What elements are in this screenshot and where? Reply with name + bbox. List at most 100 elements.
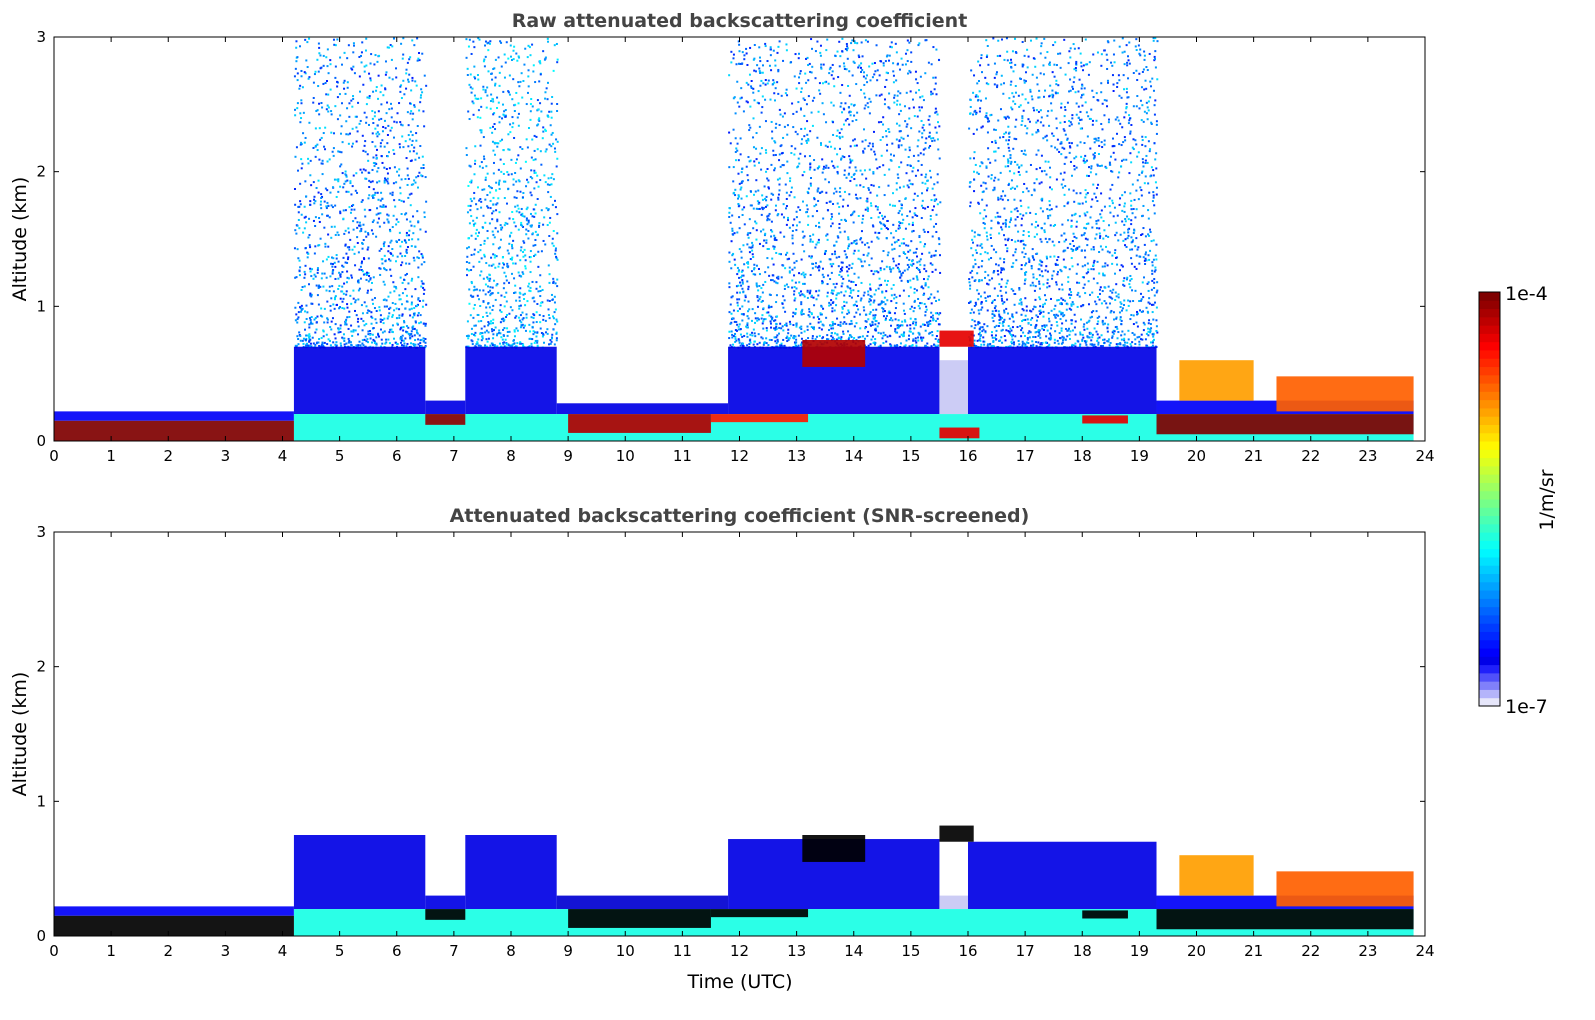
heatmap-cell [1143, 243, 1146, 246]
heatmap-cell [818, 89, 821, 92]
heatmap-cell [811, 267, 814, 270]
heatmap-cell [1073, 47, 1076, 50]
heatmap-cell [523, 297, 526, 300]
heatmap-cell [531, 177, 534, 180]
heatmap-cell [888, 107, 891, 110]
heatmap-cell [424, 176, 427, 179]
heatmap-cell [867, 252, 870, 255]
heatmap-cell [1100, 216, 1103, 219]
heatmap-cell [796, 133, 799, 136]
heatmap-cell [987, 274, 990, 277]
heatmap-cell [884, 334, 887, 337]
heatmap-cell [773, 237, 776, 240]
heatmap-cell [416, 332, 419, 335]
heatmap-cell [832, 192, 835, 195]
heatmap-cell [732, 53, 735, 56]
heatmap-cell [766, 177, 769, 180]
heatmap-cell [519, 80, 522, 83]
heatmap-cell [379, 314, 382, 317]
heatmap-cell [904, 52, 907, 55]
heatmap-cell [731, 295, 734, 298]
heatmap-cell [864, 77, 867, 80]
heatmap-cell [507, 148, 510, 151]
heatmap-cell [900, 203, 903, 206]
heatmap-cell [414, 339, 417, 342]
heatmap-cell [523, 215, 526, 218]
heatmap-cell [347, 341, 350, 344]
heatmap-cell [745, 100, 748, 103]
heatmap-cell [899, 109, 902, 112]
heatmap-cell [404, 337, 407, 340]
heatmap-cell [931, 235, 934, 238]
heatmap-cell [857, 336, 860, 339]
heatmap-cell [493, 236, 496, 239]
heatmap-cell [324, 187, 327, 190]
heatmap-cell [351, 248, 354, 251]
heatmap-cell [979, 339, 982, 342]
heatmap-cell [912, 277, 915, 280]
heatmap-cell [838, 255, 841, 258]
heatmap-cell [504, 115, 507, 118]
heatmap-cell [785, 322, 788, 325]
heatmap-cell [346, 316, 349, 319]
heatmap-cell [882, 164, 885, 167]
heatmap-cell [855, 311, 858, 314]
heatmap-cell [408, 58, 411, 61]
heatmap-cell [293, 75, 296, 78]
heatmap-cell [810, 313, 813, 316]
heatmap-cell [1084, 196, 1087, 199]
heatmap-cell [403, 93, 406, 96]
heatmap-cell [1027, 206, 1030, 209]
heatmap-cell [848, 279, 851, 282]
heatmap-cell [736, 310, 739, 313]
heatmap-cell [731, 317, 734, 320]
heatmap-cell [477, 37, 480, 40]
heatmap-cell [785, 253, 788, 256]
heatmap-cell [740, 186, 743, 189]
heatmap-cell [416, 210, 419, 213]
heatmap-cell [985, 187, 988, 190]
heatmap-cell [328, 285, 331, 288]
heatmap-cell [902, 218, 905, 221]
heatmap-cell [885, 340, 888, 343]
heatmap-cell [297, 205, 300, 208]
heatmap-cell [819, 54, 822, 57]
heatmap-cell [415, 152, 418, 155]
heatmap-cell [468, 164, 471, 167]
heatmap-cell [295, 344, 298, 347]
heatmap-cell [803, 114, 806, 117]
heatmap-cell [752, 328, 755, 331]
heatmap-cell [892, 62, 895, 65]
heatmap-cell [902, 309, 905, 312]
heatmap-cell [365, 121, 368, 124]
heatmap-cell [469, 197, 472, 200]
heatmap-cell [300, 304, 303, 307]
heatmap-cell [520, 207, 523, 210]
heatmap-cell [308, 76, 311, 79]
heatmap-cell [352, 174, 355, 177]
heatmap-cell [521, 214, 524, 217]
heatmap-cell [534, 212, 537, 215]
heatmap-cell [389, 241, 392, 244]
heatmap-cell [417, 298, 420, 301]
heatmap-cell [329, 88, 332, 91]
heatmap-cell [847, 173, 850, 176]
heatmap-cell [472, 316, 475, 319]
heatmap-cell [901, 222, 904, 225]
heatmap-cell [996, 55, 999, 58]
heatmap-cell [351, 142, 354, 145]
heatmap-cell [424, 230, 427, 233]
heatmap-cell [511, 98, 514, 101]
heatmap-cell [911, 224, 914, 227]
heatmap-cell [539, 290, 542, 293]
heatmap-cell [749, 232, 752, 235]
heatmap-cell [334, 343, 337, 346]
heatmap-cell [894, 307, 897, 310]
heatmap-cell [1142, 120, 1145, 123]
heatmap-cell [387, 250, 390, 253]
heatmap-cell [497, 265, 500, 268]
heatmap-cell [405, 212, 408, 215]
heatmap-cell [503, 318, 506, 321]
heatmap-cell [808, 255, 811, 258]
heatmap-cell [785, 191, 788, 194]
